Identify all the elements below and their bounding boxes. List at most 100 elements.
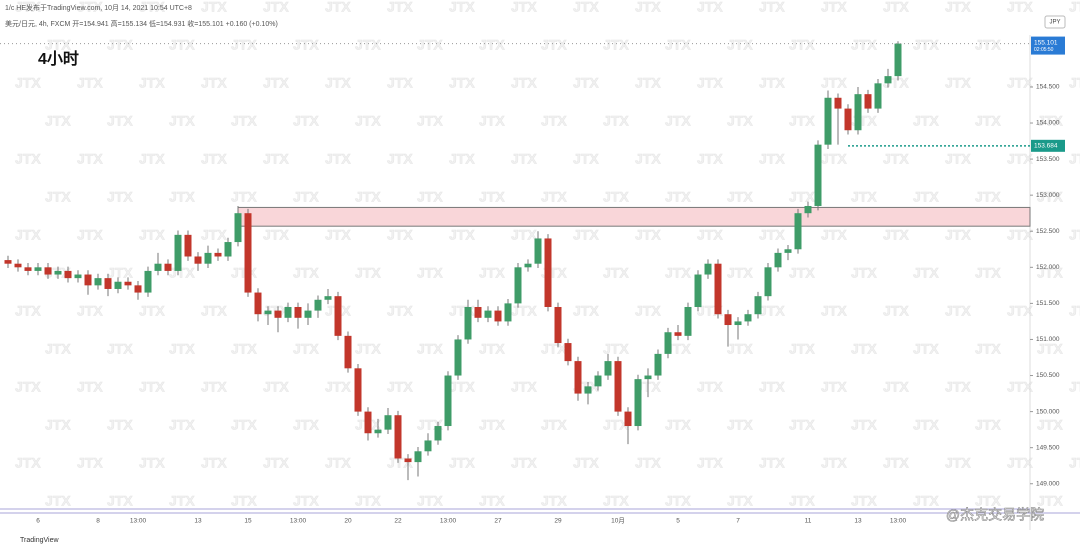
level-box xyxy=(1031,139,1065,152)
watermark: JTX xyxy=(1007,151,1033,167)
watermark: JTX xyxy=(1037,265,1063,281)
candle-body xyxy=(614,361,622,412)
watermark: JTX xyxy=(635,0,661,15)
candle-body xyxy=(224,242,232,257)
y-tick-label: 152.500 xyxy=(1036,228,1060,235)
watermark: JTX xyxy=(77,0,103,15)
watermark: JTX xyxy=(603,189,629,205)
watermark: JTX xyxy=(107,341,133,357)
watermark: JTX xyxy=(77,379,103,395)
watermark: JTX xyxy=(1007,0,1033,15)
candle-body xyxy=(674,332,682,336)
watermark: JTX xyxy=(325,151,351,167)
watermark: JTX xyxy=(479,37,505,53)
watermark: JTX xyxy=(541,37,567,53)
x-tick-label: 13:00 xyxy=(890,518,907,525)
watermark: JTX xyxy=(45,37,71,53)
last-price-box xyxy=(1031,36,1065,55)
watermark: JTX xyxy=(759,0,785,15)
candle-body xyxy=(94,278,102,286)
candle-body xyxy=(174,234,182,271)
watermark: JTX xyxy=(293,113,319,129)
watermark: JTX xyxy=(201,303,227,319)
y-tick-label: 151.000 xyxy=(1036,336,1060,343)
watermark: JTX xyxy=(789,37,815,53)
watermark: JTX xyxy=(77,455,103,471)
watermark: JTX xyxy=(913,189,939,205)
x-tick-label: 13 xyxy=(854,518,862,525)
watermark: JTX xyxy=(697,227,723,243)
watermark: JTX xyxy=(417,113,443,129)
x-tick-label: 11 xyxy=(805,518,812,525)
candle-body xyxy=(444,375,452,427)
currency-box xyxy=(1044,15,1066,29)
candle-body xyxy=(604,361,612,376)
watermark: JTX xyxy=(975,417,1001,433)
brand-watermark: @杰克交易学院 xyxy=(946,507,1044,523)
y-tick-label: 150.500 xyxy=(1036,372,1060,379)
x-tick-label: 27 xyxy=(494,518,502,525)
watermark: JTX xyxy=(665,265,691,281)
watermark: JTX xyxy=(759,303,785,319)
watermark: JTX xyxy=(851,417,877,433)
watermark: JTX xyxy=(789,189,815,205)
watermark: JTX xyxy=(975,493,1001,509)
watermark: JTX xyxy=(573,151,599,167)
candle-body xyxy=(184,234,192,257)
y-tick-label: 154.500 xyxy=(1036,84,1060,91)
watermark: JTX xyxy=(821,303,847,319)
watermark: JTX xyxy=(1069,0,1080,15)
watermark: JTX xyxy=(15,75,41,91)
candle-body xyxy=(854,94,862,131)
candle-body xyxy=(294,306,302,318)
candle-body xyxy=(164,263,172,271)
watermark: JTX xyxy=(665,417,691,433)
watermark: JTX xyxy=(1069,303,1080,319)
watermark: JTX xyxy=(727,113,753,129)
watermark: JTX xyxy=(293,189,319,205)
watermark: JTX xyxy=(449,379,475,395)
publisher: 1/c HE发布于TradingView.com, 10月 14, 2021 1… xyxy=(5,3,192,12)
candle-body xyxy=(534,238,542,264)
watermark: JTX xyxy=(883,379,909,395)
watermark: JTX xyxy=(107,265,133,281)
candle-body xyxy=(74,274,82,279)
watermark: JTX xyxy=(479,113,505,129)
watermark: JTX xyxy=(945,455,971,471)
watermark: JTX xyxy=(201,151,227,167)
watermark: JTX xyxy=(231,265,257,281)
watermark: JTX xyxy=(449,151,475,167)
watermark: JTX xyxy=(77,227,103,243)
x-tick-label: 29 xyxy=(554,518,562,525)
watermark: JTX xyxy=(449,455,475,471)
watermark: JTX xyxy=(573,303,599,319)
watermark: JTX xyxy=(851,341,877,357)
watermark: JTX xyxy=(15,227,41,243)
watermark: JTX xyxy=(263,227,289,243)
candle-body xyxy=(514,267,522,304)
watermark: JTX xyxy=(511,455,537,471)
watermark: JTX xyxy=(603,417,629,433)
watermark: JTX xyxy=(759,75,785,91)
watermark: JTX xyxy=(387,303,413,319)
watermark: JTX xyxy=(449,0,475,15)
watermark: JTX xyxy=(479,265,505,281)
watermark: JTX xyxy=(727,265,753,281)
watermark: JTX xyxy=(231,493,257,509)
candle-body xyxy=(234,213,242,243)
candle-body xyxy=(824,97,832,145)
watermark: JTX xyxy=(665,37,691,53)
watermark: JTX xyxy=(603,113,629,129)
x-tick-label: 13:00 xyxy=(440,518,457,525)
candle-body xyxy=(274,310,282,318)
watermark: JTX xyxy=(727,493,753,509)
watermark: JTX xyxy=(45,113,71,129)
watermark: JTX xyxy=(139,151,165,167)
watermark: JTX xyxy=(45,493,71,509)
watermark: JTX xyxy=(727,37,753,53)
watermark: JTX xyxy=(511,0,537,15)
watermark: JTX xyxy=(851,189,877,205)
x-tick-label: 15 xyxy=(244,518,252,525)
candle-body xyxy=(744,314,752,322)
watermark: JTX xyxy=(851,37,877,53)
